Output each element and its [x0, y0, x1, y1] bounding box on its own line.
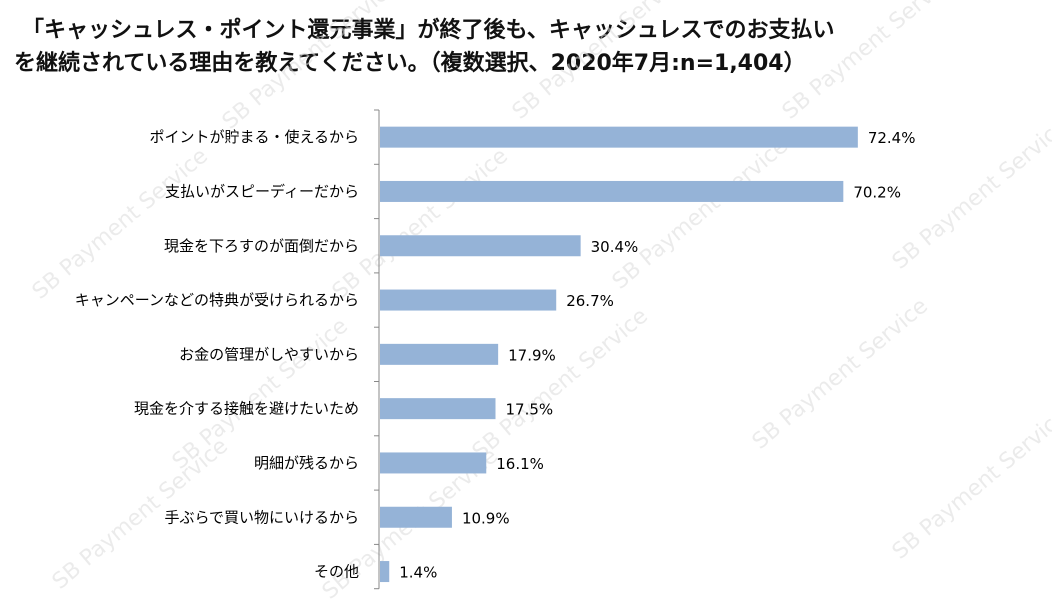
watermark-text: SB Payment Service — [608, 134, 793, 295]
bar — [380, 235, 581, 257]
bar — [380, 452, 487, 474]
data-label: 17.5% — [506, 401, 554, 419]
data-label: 30.4% — [591, 238, 639, 256]
bar — [380, 506, 452, 528]
data-label: 1.4% — [399, 564, 437, 582]
bar — [380, 180, 844, 202]
watermark-text: SB Payment Service — [468, 304, 653, 465]
category-label: その他 — [314, 563, 359, 581]
bars-group: 72.4% 70.2% 30.4% 26.7% 17.9% 17.5% 16.1% 10.9%… — [380, 126, 916, 583]
chart-title-line-2: を継続されている理由を教えてください。（複数選択、2020年7月:n=1,404… — [14, 51, 806, 76]
data-label: 17.9% — [508, 346, 556, 364]
bar — [380, 126, 858, 148]
watermark-text: SB Payment Service — [888, 404, 1052, 565]
bar — [380, 289, 557, 311]
watermark-text: SB Payment Service — [778, 0, 963, 125]
watermark-text: SB Payment Service — [218, 0, 403, 135]
category-label: ポイントが貯まる・使えるから — [149, 128, 359, 146]
data-label: 70.2% — [853, 183, 901, 201]
watermark-text: SB Payment Service — [28, 144, 213, 305]
data-label: 16.1% — [496, 455, 544, 473]
bar — [380, 343, 499, 365]
data-label: 26.7% — [566, 292, 614, 310]
watermark-text: SB Payment Service — [328, 144, 513, 305]
category-label: 明細が残るから — [254, 454, 359, 472]
category-label: お金の管理がしやすいから — [179, 345, 359, 363]
chart-title-line-1: 「キャッシュレス・ポイント還元事業」が終了後も、キャッシュレスでのお支払い — [22, 18, 835, 43]
category-label: 手ぶらで買い物にいけるから — [164, 508, 359, 526]
watermark-text: SB Payment Service — [508, 0, 693, 125]
data-label: 72.4% — [868, 129, 916, 147]
axis-group: ポイントが貯まる・使えるから支払いがスピーディーだから現金を下ろすのが面倒だから… — [75, 109, 380, 590]
watermark-text: SB Payment Service — [748, 294, 933, 455]
bar — [380, 398, 496, 420]
chart-title: 「キャッシュレス・ポイント還元事業」が終了後も、キャッシュレスでのお支払い を継… — [14, 14, 1044, 80]
category-label: 現金を介する接触を避けたいため — [134, 400, 359, 418]
category-label: 支払いがスピーディーだから — [165, 182, 359, 200]
category-label: 現金を下ろすのが面倒だから — [164, 237, 359, 255]
bar — [380, 561, 390, 583]
data-label: 10.9% — [462, 509, 510, 527]
category-label: キャンペーンなどの特典が受けられるから — [75, 291, 359, 309]
